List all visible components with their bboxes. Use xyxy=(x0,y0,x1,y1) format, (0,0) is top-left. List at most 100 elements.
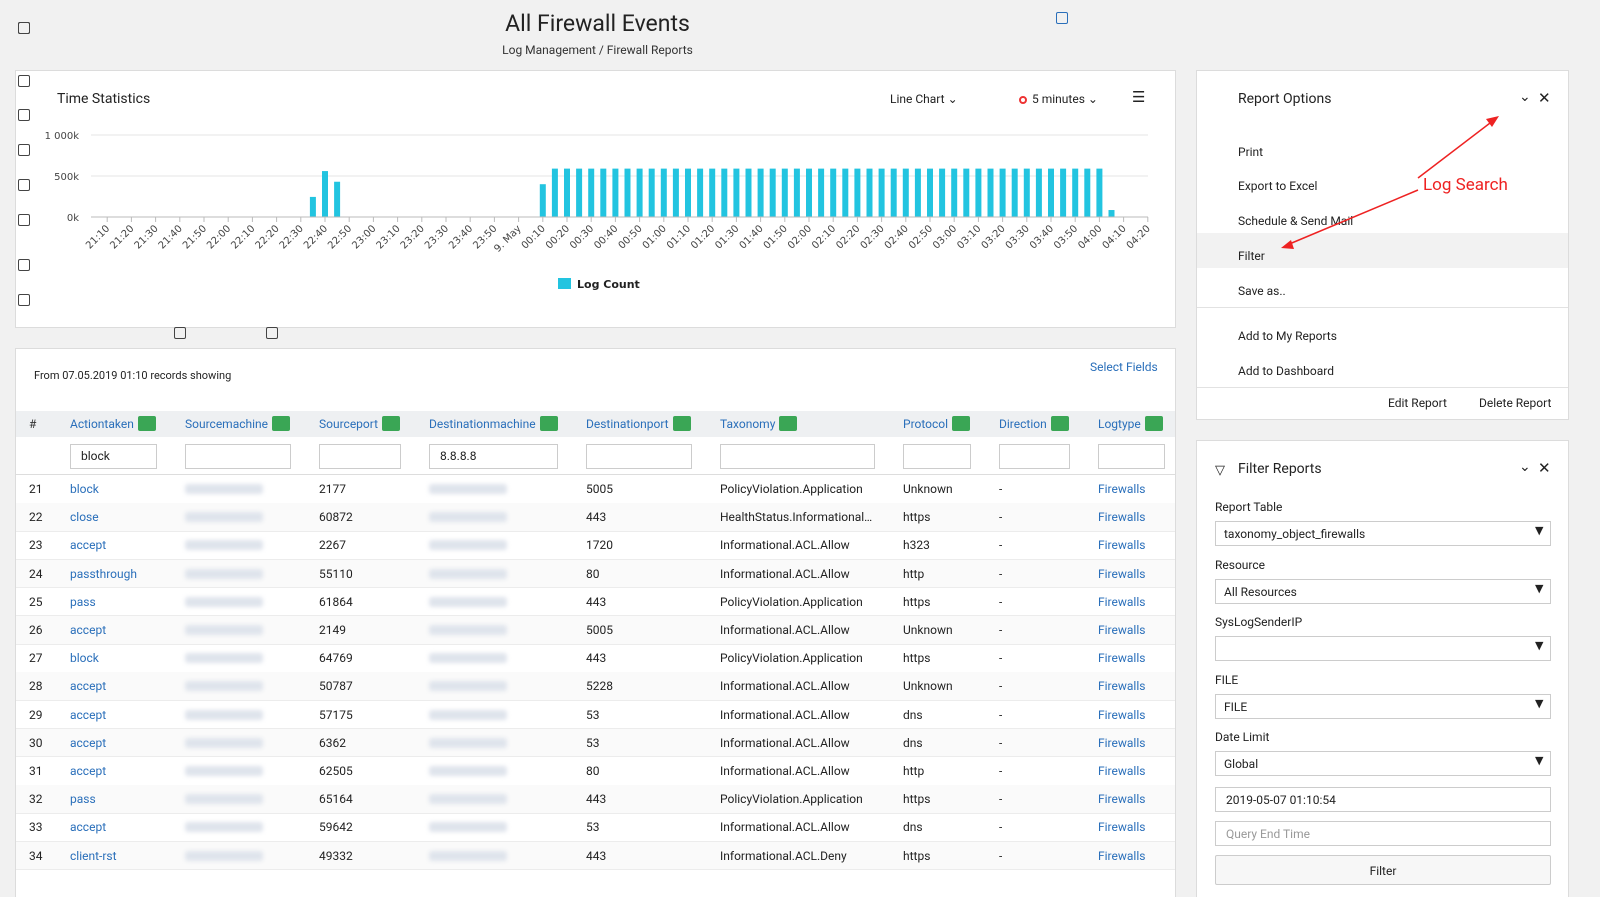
column-filter[interactable] xyxy=(586,444,692,469)
column-filter[interactable]: block xyxy=(70,444,157,469)
filter-button-label: Filter xyxy=(1369,864,1397,878)
menu-item[interactable]: Print xyxy=(1238,145,1264,159)
column-header[interactable]: Protocol xyxy=(903,417,949,431)
column-filter[interactable] xyxy=(999,444,1070,469)
column-toggle[interactable] xyxy=(952,416,970,431)
table-cell[interactable]: block xyxy=(70,482,99,496)
chart-type-button[interactable]: Line Chart ⌄ xyxy=(890,92,958,106)
footer-separator xyxy=(1197,387,1568,388)
end-time-input[interactable]: Query End Time xyxy=(1215,821,1551,846)
menu-item[interactable]: Filter xyxy=(1238,249,1265,263)
table-cell: 60872 xyxy=(319,510,353,525)
menu-item[interactable]: Add to My Reports xyxy=(1238,329,1337,343)
column-toggle[interactable] xyxy=(138,416,156,431)
table-cell[interactable]: passthrough xyxy=(70,566,137,581)
filter-icon: ▽ xyxy=(1215,463,1225,478)
table-cell: 5005 xyxy=(586,623,613,637)
column-filter[interactable] xyxy=(319,444,401,469)
column-header[interactable]: Logtype xyxy=(1098,417,1141,431)
table-cell: 23 xyxy=(29,538,43,553)
table-cell: Firewalls xyxy=(1098,510,1146,525)
chart-menu[interactable]: ☰ xyxy=(1132,88,1146,106)
close-button[interactable]: ✕ xyxy=(1538,89,1551,107)
column-filter[interactable]: 8.8.8.8 xyxy=(429,444,558,469)
bar xyxy=(806,168,812,217)
column-header[interactable]: Direction xyxy=(999,417,1047,431)
menu-item[interactable]: Schedule & Send Mail xyxy=(1238,214,1354,228)
menu-item[interactable]: Add to Dashboard xyxy=(1238,364,1335,378)
table-cell[interactable]: pass xyxy=(70,594,96,609)
table-cell[interactable]: pass xyxy=(70,792,96,807)
annotation: Log Search xyxy=(1423,175,1508,195)
x-tick-label: 00:10 xyxy=(520,223,548,251)
table-cell[interactable]: accept xyxy=(70,679,107,694)
table-cell[interactable]: block xyxy=(70,651,99,666)
table-cell: 5228 xyxy=(586,679,613,694)
select[interactable]: taxonomy_object_firewalls xyxy=(1215,521,1551,546)
column-header[interactable]: Sourceport xyxy=(319,417,379,431)
table-cell: 6362 xyxy=(319,735,346,750)
table-cell[interactable]: accept xyxy=(70,538,107,553)
table-cell: 21 xyxy=(29,482,43,496)
column-filter[interactable] xyxy=(1098,444,1165,469)
start-time-input[interactable]: 2019-05-07 01:10:54 xyxy=(1215,787,1551,812)
edit-report[interactable]: Edit Report xyxy=(1388,396,1447,410)
table-cell: 32 xyxy=(29,792,43,807)
column-toggle[interactable] xyxy=(382,416,400,431)
table-cell[interactable]: client-rst xyxy=(70,848,117,863)
blurred-cell xyxy=(185,484,263,494)
collapse-button[interactable]: ⌄ xyxy=(1519,459,1531,475)
select[interactable]: FILE xyxy=(1215,693,1551,719)
collapse-button[interactable]: ⌄ xyxy=(1519,89,1531,105)
interval-button[interactable]: 5 minutes ⌄ xyxy=(1032,92,1098,106)
table-cell: 27 xyxy=(29,651,43,666)
table-cell[interactable]: accept xyxy=(70,623,107,637)
close-button[interactable]: ✕ xyxy=(1538,459,1551,477)
menu-item[interactable]: Export to Excel xyxy=(1238,179,1318,193)
column-filter[interactable] xyxy=(185,444,291,469)
table-cell[interactable]: accept xyxy=(70,764,107,778)
column-toggle[interactable] xyxy=(1145,416,1163,431)
delete-report[interactable]: Delete Report xyxy=(1479,396,1552,410)
column-header[interactable]: Taxonomy xyxy=(720,417,776,431)
panel-title: Report Options xyxy=(1238,91,1332,107)
table-cell: http xyxy=(903,566,925,581)
table-cell[interactable]: accept xyxy=(70,735,107,750)
column-header[interactable]: Sourcemachine xyxy=(185,417,269,431)
menu-item[interactable]: Save as.. xyxy=(1238,284,1286,298)
table-cell[interactable]: accept xyxy=(70,707,107,722)
x-tick-label: 03:30 xyxy=(1004,223,1032,251)
filter-button[interactable]: Filter xyxy=(1215,855,1551,885)
bar xyxy=(600,168,607,217)
records-info: From 07.05.2019 01:10 records showing xyxy=(34,369,232,382)
select-fields[interactable]: Select Fields xyxy=(1090,360,1158,374)
column-toggle[interactable] xyxy=(779,416,797,431)
table-cell[interactable]: accept xyxy=(70,820,107,835)
column-filter[interactable] xyxy=(720,444,875,469)
x-tick-label: 01:30 xyxy=(713,223,741,251)
column-header[interactable]: Destinationmachine xyxy=(429,417,536,431)
table-cell: http xyxy=(903,764,925,778)
bar xyxy=(781,168,788,217)
select[interactable]: All Resources xyxy=(1215,578,1551,604)
column-header[interactable]: Destinationport xyxy=(586,417,669,431)
column-header[interactable]: Actiontaken xyxy=(70,417,134,431)
table-cell: 64769 xyxy=(319,651,353,666)
column-toggle[interactable] xyxy=(1051,416,1069,431)
table-cell: dns xyxy=(903,735,923,750)
report-options-panel: Report Options ⌄ ✕ Print Export to Excel Sche… xyxy=(1196,70,1569,420)
row-line xyxy=(16,671,1175,673)
blurred-cell xyxy=(429,794,507,805)
column-filter[interactable] xyxy=(903,444,971,469)
column-toggle[interactable] xyxy=(272,416,290,431)
table-cell: Informational.ACL.Allow xyxy=(720,735,850,750)
icon xyxy=(18,109,30,121)
column-toggle[interactable] xyxy=(673,416,691,431)
table-cell: PolicyViolation.Application xyxy=(720,482,863,496)
select[interactable]: Global xyxy=(1215,751,1551,776)
icon xyxy=(18,144,30,156)
column-toggle[interactable] xyxy=(540,416,558,431)
table-cell: 5005 xyxy=(586,482,613,496)
select[interactable] xyxy=(1215,636,1551,661)
table-cell[interactable]: close xyxy=(70,510,99,525)
